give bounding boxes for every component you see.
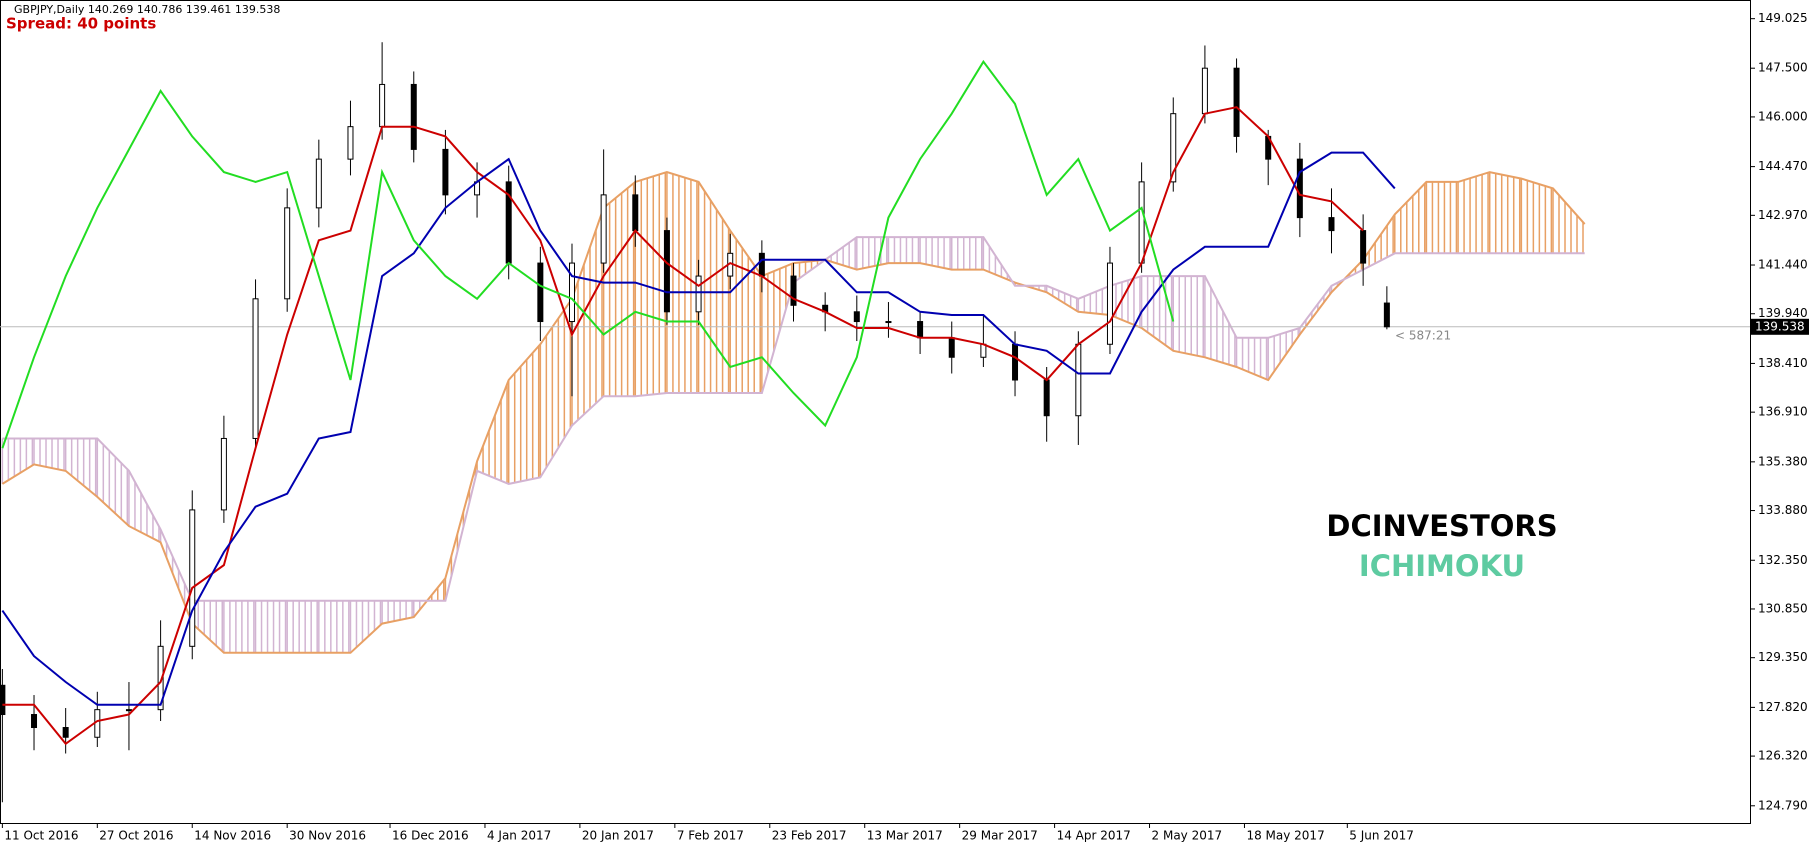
candle-body <box>189 509 196 647</box>
candle-body <box>252 298 259 439</box>
last-price-label: 139.538 <box>1755 319 1805 333</box>
candle-body <box>1012 343 1019 381</box>
candle-body <box>663 230 670 313</box>
y-tick-label: 138.410 <box>1758 356 1808 370</box>
x-tick-label: 29 Mar 2017 <box>962 829 1038 843</box>
candle-body <box>157 645 164 711</box>
x-tick-label: 2 May 2017 <box>1152 829 1223 843</box>
candle-body <box>62 727 69 738</box>
x-tick-label: 20 Jan 2017 <box>582 829 654 843</box>
candle-body <box>885 321 892 324</box>
indicator-line <box>1 59 1175 449</box>
x-tick-label: 27 Oct 2016 <box>99 829 173 843</box>
candle-body <box>1328 217 1335 232</box>
candle-body <box>1296 158 1303 219</box>
candle-body <box>1106 262 1113 345</box>
last-price-box <box>1751 318 1809 335</box>
candle-body <box>1383 302 1390 328</box>
x-tick-label: 11 Oct 2016 <box>4 829 78 843</box>
watermark-title: DCINVESTORS <box>1326 509 1557 543</box>
y-tick-label: 136.910 <box>1758 405 1808 419</box>
candle-body <box>1138 181 1145 264</box>
candle-body <box>220 437 227 511</box>
x-tick-label: 18 May 2017 <box>1246 829 1324 843</box>
y-tick-label: 133.880 <box>1758 503 1808 517</box>
y-tick-label: 126.320 <box>1758 749 1808 763</box>
candle-body <box>442 148 449 196</box>
candle-body <box>568 262 575 323</box>
y-tick-label: 130.850 <box>1758 601 1808 615</box>
candle-body <box>948 337 955 358</box>
candle-body <box>347 126 354 160</box>
y-tick-label: 127.820 <box>1758 700 1808 714</box>
x-tick-label: 4 Jan 2017 <box>487 829 551 843</box>
candle-body <box>1233 67 1240 137</box>
chart-title: GBPJPY,Daily 140.269 140.786 139.461 139… <box>14 3 280 16</box>
candle-body <box>1043 379 1050 417</box>
x-tick-label: 30 Nov 2016 <box>289 829 366 843</box>
plot-layer <box>0 42 1750 803</box>
candle-body <box>917 321 924 339</box>
candle-body <box>758 252 765 277</box>
y-tick-label: 139.940 <box>1758 306 1808 320</box>
candle-body <box>600 194 607 264</box>
candle-body <box>537 262 544 323</box>
countdown-label: < 587:21 <box>1395 329 1451 343</box>
candle-body <box>695 275 702 313</box>
y-tick-label: 149.025 <box>1758 11 1808 25</box>
x-tick-label: 14 Apr 2017 <box>1057 829 1131 843</box>
y-tick-label: 132.350 <box>1758 553 1808 567</box>
y-tick-label: 129.350 <box>1758 650 1808 664</box>
x-tick-label: 7 Feb 2017 <box>677 829 744 843</box>
candle-body <box>379 83 386 128</box>
candle-body <box>125 709 132 712</box>
candle-body <box>1170 113 1177 183</box>
x-tick-label: 13 Mar 2017 <box>867 829 943 843</box>
candle-body <box>980 343 987 358</box>
candle-body <box>853 311 860 323</box>
y-tick-label: 135.380 <box>1758 454 1808 468</box>
y-tick-label: 146.000 <box>1758 109 1808 123</box>
candle-body <box>315 158 322 209</box>
y-tick-label: 142.970 <box>1758 208 1808 222</box>
y-tick-label: 144.470 <box>1758 159 1808 173</box>
candle-body <box>1075 343 1082 417</box>
spread-label: Spread: 40 points <box>6 15 156 33</box>
x-tick-label: 5 Jun 2017 <box>1349 829 1414 843</box>
candle-body <box>0 684 6 716</box>
candle-body <box>284 207 291 300</box>
x-tick-label: 23 Feb 2017 <box>772 829 847 843</box>
candle-body <box>790 275 797 306</box>
candle-body <box>1201 67 1208 115</box>
candle-body <box>1360 230 1367 264</box>
candle-body <box>632 194 639 232</box>
candle-body <box>31 714 38 729</box>
candle-body <box>410 83 417 150</box>
x-tick-label: 14 Nov 2016 <box>194 829 271 843</box>
watermark-subtitle: ICHIMOKU <box>1359 549 1525 583</box>
y-tick-label: 141.440 <box>1758 258 1808 272</box>
y-tick-label: 147.500 <box>1758 61 1808 75</box>
y-tick-label: 124.790 <box>1758 798 1808 812</box>
x-tick-label: 16 Dec 2016 <box>392 829 469 843</box>
